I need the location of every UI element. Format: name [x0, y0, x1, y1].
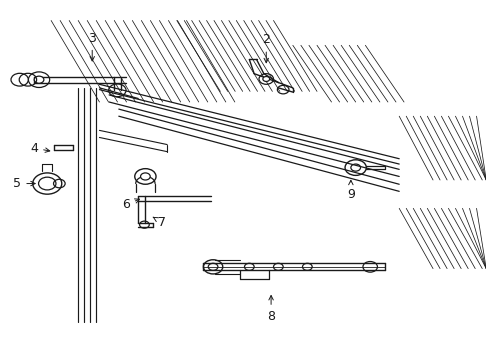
- Text: 6: 6: [122, 198, 139, 211]
- Circle shape: [263, 77, 269, 81]
- Text: 3: 3: [88, 32, 96, 61]
- Text: 9: 9: [346, 180, 354, 201]
- Text: 8: 8: [266, 296, 275, 323]
- Text: 7: 7: [153, 216, 166, 229]
- Circle shape: [140, 173, 150, 180]
- Text: 5: 5: [13, 177, 35, 190]
- Circle shape: [34, 76, 44, 83]
- Text: 2: 2: [262, 33, 270, 63]
- Text: 4: 4: [30, 141, 50, 154]
